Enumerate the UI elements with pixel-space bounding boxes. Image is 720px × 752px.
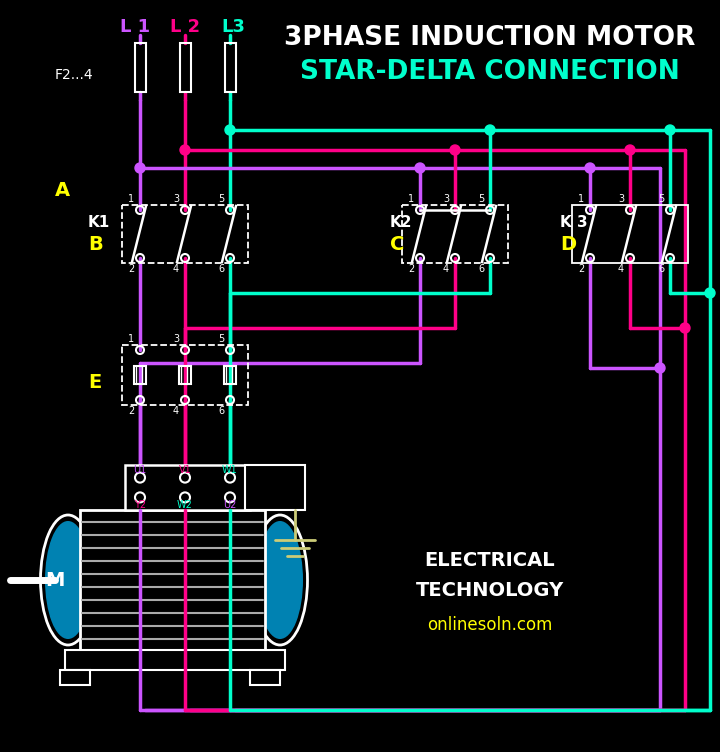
Text: D: D — [560, 235, 576, 254]
Bar — [179, 366, 191, 384]
Text: 6: 6 — [218, 406, 224, 416]
Text: 2: 2 — [128, 264, 134, 274]
Bar — [402, 205, 508, 263]
Text: 6: 6 — [658, 264, 664, 274]
Ellipse shape — [257, 521, 303, 639]
Text: 3: 3 — [443, 194, 449, 204]
Bar — [122, 205, 248, 263]
Text: 3: 3 — [618, 194, 624, 204]
Text: W2: W2 — [177, 500, 193, 511]
Text: ELECTRICAL: ELECTRICAL — [425, 550, 555, 569]
Text: L3: L3 — [221, 18, 245, 36]
Text: 4: 4 — [443, 264, 449, 274]
Text: 6: 6 — [218, 264, 224, 274]
Circle shape — [135, 163, 145, 173]
Bar — [179, 43, 191, 92]
Text: 5: 5 — [218, 334, 224, 344]
Bar — [122, 345, 248, 405]
Text: onlinesoln.com: onlinesoln.com — [427, 616, 553, 634]
Circle shape — [625, 145, 635, 155]
Ellipse shape — [40, 515, 96, 645]
Text: 2: 2 — [128, 406, 134, 416]
Text: L 2: L 2 — [170, 18, 200, 36]
Circle shape — [680, 323, 690, 333]
Text: 3: 3 — [173, 194, 179, 204]
Text: U1: U1 — [133, 465, 147, 475]
Ellipse shape — [45, 521, 91, 639]
Text: B: B — [88, 235, 103, 254]
Bar — [60, 670, 90, 685]
Text: L 1: L 1 — [120, 18, 150, 36]
Text: U2: U2 — [223, 500, 237, 511]
Text: 2: 2 — [408, 264, 414, 274]
Text: 5: 5 — [478, 194, 484, 204]
Circle shape — [655, 363, 665, 373]
Circle shape — [180, 145, 190, 155]
Bar — [225, 43, 235, 92]
Circle shape — [485, 125, 495, 135]
Text: TECHNOLOGY: TECHNOLOGY — [416, 581, 564, 599]
Text: 4: 4 — [618, 264, 624, 274]
Circle shape — [415, 163, 425, 173]
Bar — [125, 465, 250, 510]
Text: 1: 1 — [128, 334, 134, 344]
Text: K2: K2 — [390, 215, 413, 230]
Bar — [80, 510, 265, 650]
Text: 5: 5 — [658, 194, 664, 204]
Bar — [245, 465, 305, 510]
Text: W1: W1 — [222, 465, 238, 475]
Bar — [572, 205, 688, 263]
Bar — [65, 650, 285, 670]
Circle shape — [705, 288, 715, 298]
Text: 1: 1 — [128, 194, 134, 204]
Text: M: M — [45, 571, 65, 590]
Text: STAR-DELTA CONNECTION: STAR-DELTA CONNECTION — [300, 59, 680, 85]
Text: K 3: K 3 — [560, 215, 588, 230]
Bar — [134, 366, 146, 384]
Bar — [250, 670, 280, 685]
Text: A: A — [55, 180, 70, 199]
Text: K1: K1 — [88, 215, 110, 230]
Circle shape — [225, 125, 235, 135]
Text: 4: 4 — [173, 406, 179, 416]
Circle shape — [585, 163, 595, 173]
Bar — [224, 366, 236, 384]
Ellipse shape — [253, 515, 307, 645]
Circle shape — [665, 125, 675, 135]
Text: 3: 3 — [173, 334, 179, 344]
Bar — [135, 43, 145, 92]
Text: V1: V1 — [179, 465, 192, 475]
Text: E: E — [88, 372, 102, 392]
Text: F2...4: F2...4 — [55, 68, 94, 82]
Text: Y2: Y2 — [134, 500, 146, 511]
Text: 5: 5 — [218, 194, 224, 204]
Circle shape — [450, 145, 460, 155]
Text: 6: 6 — [478, 264, 484, 274]
Text: 3PHASE INDUCTION MOTOR: 3PHASE INDUCTION MOTOR — [284, 25, 696, 51]
Text: 4: 4 — [173, 264, 179, 274]
Text: C: C — [390, 235, 405, 254]
Text: 2: 2 — [578, 264, 584, 274]
Text: 1: 1 — [578, 194, 584, 204]
Text: 1: 1 — [408, 194, 414, 204]
